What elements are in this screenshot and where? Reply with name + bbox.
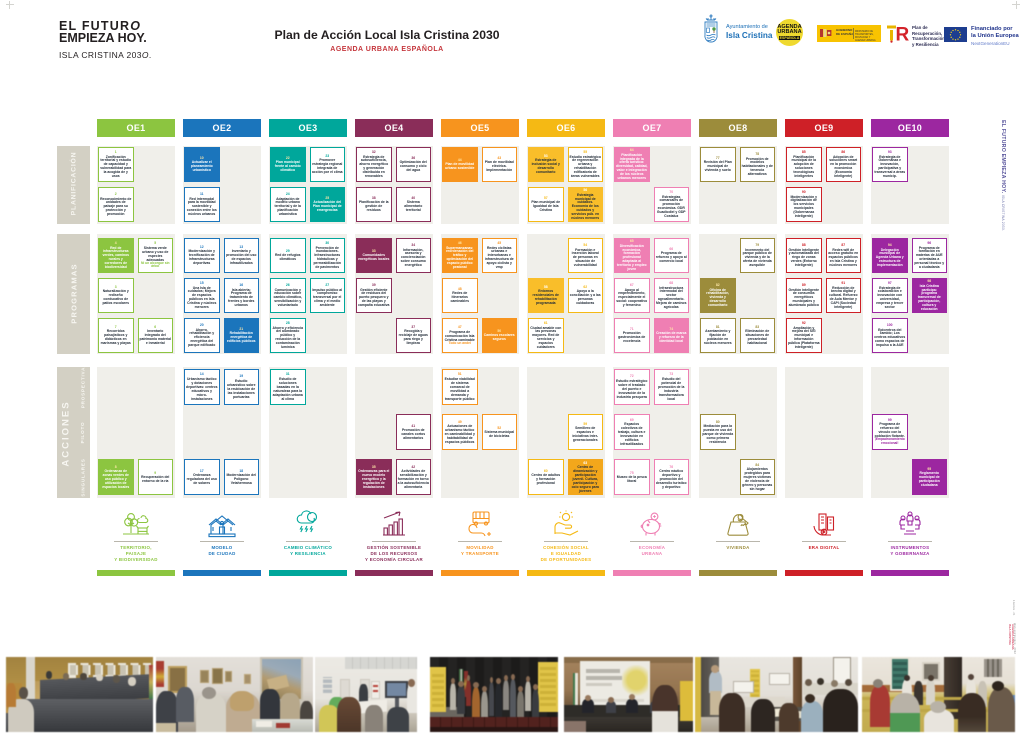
svg-text:R: R (896, 25, 910, 44)
